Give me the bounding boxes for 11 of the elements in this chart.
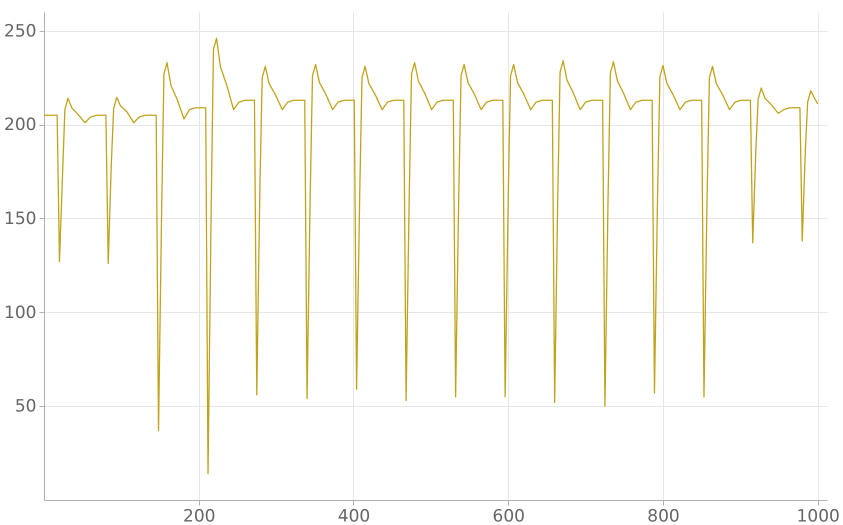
x-tick-label: 200 xyxy=(183,506,216,525)
line-series xyxy=(43,38,818,474)
y-tick-label: 50 xyxy=(14,396,36,417)
x-tick-label: 400 xyxy=(338,506,370,525)
y-tick-label: 200 xyxy=(4,115,36,136)
y-tick-label: 150 xyxy=(4,208,36,229)
y-tick-label: 100 xyxy=(4,302,36,323)
x-tick-label: 1000 xyxy=(796,506,840,525)
x-tick-label: 800 xyxy=(647,506,680,525)
y-tick-label: 250 xyxy=(4,21,36,42)
x-tick-label: 600 xyxy=(492,506,525,525)
